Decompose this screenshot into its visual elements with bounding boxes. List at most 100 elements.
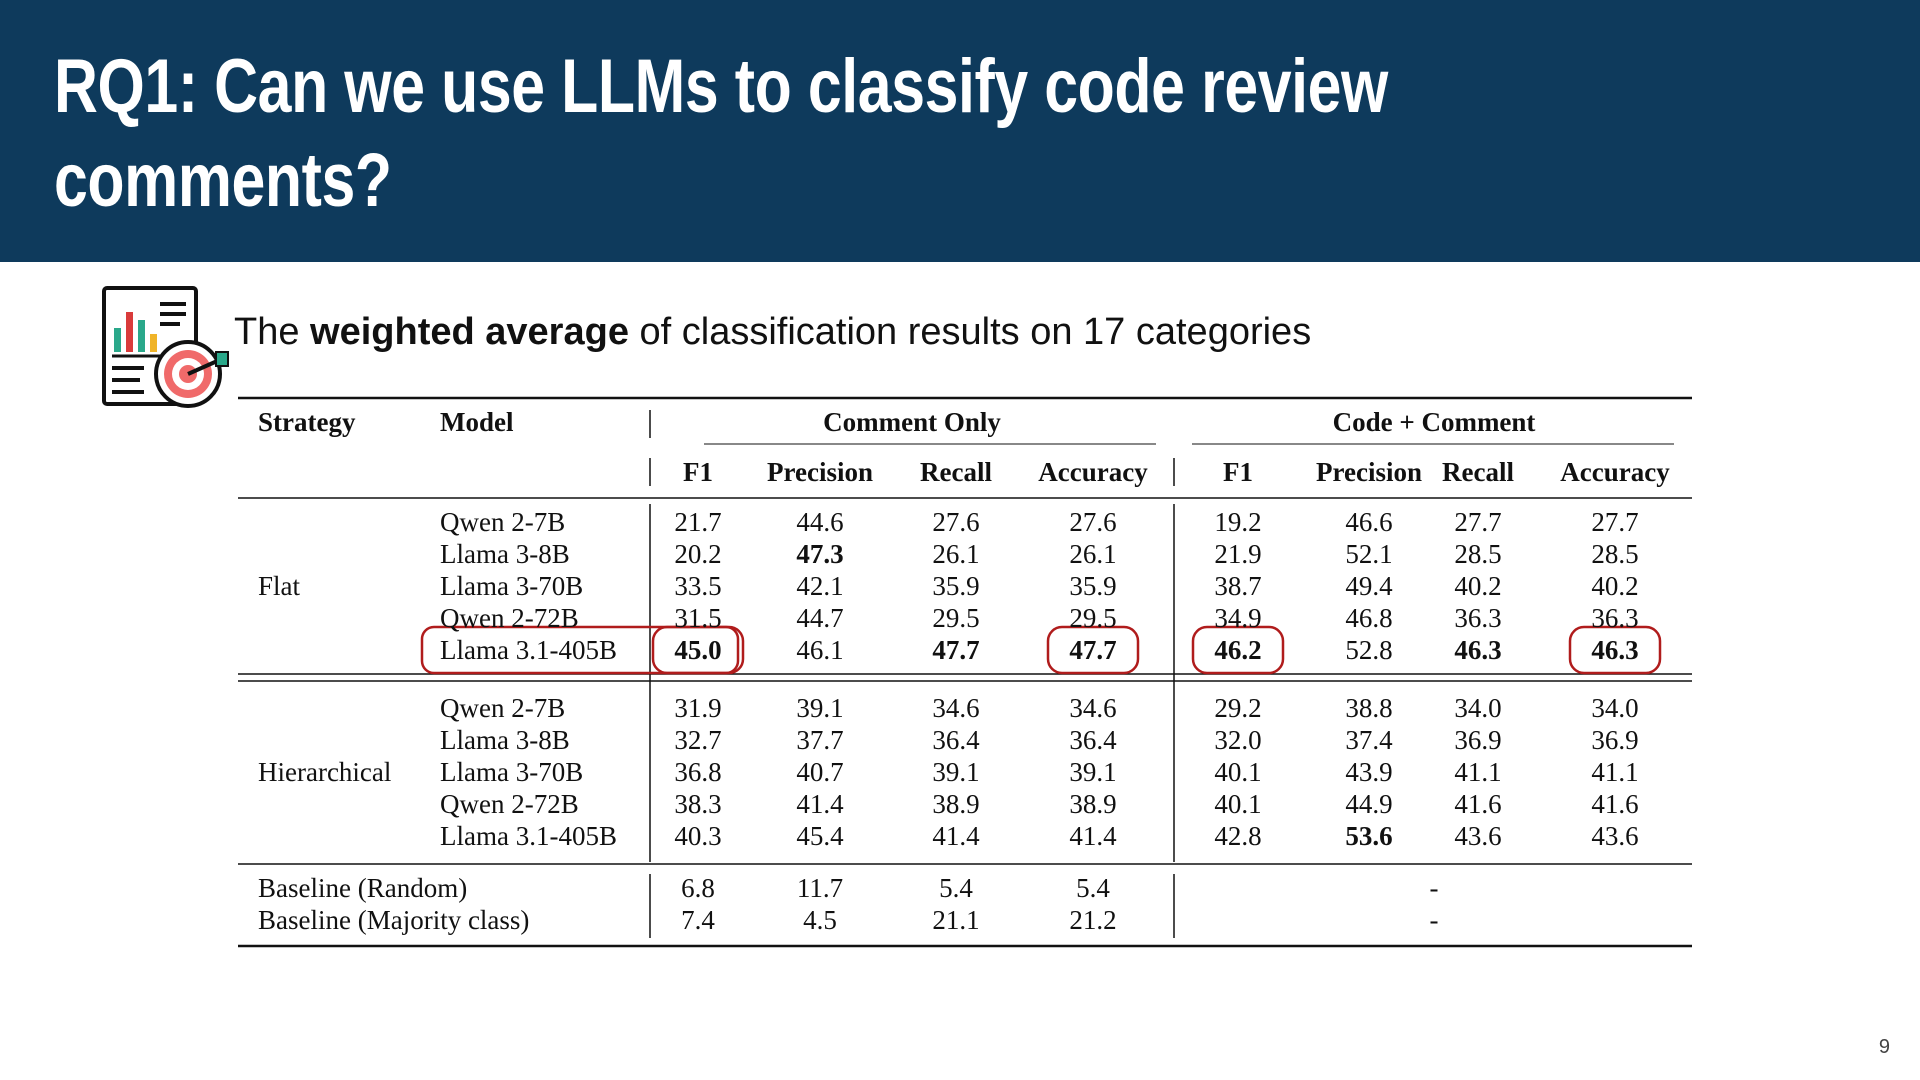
- slide-header: RQ1: Can we use LLMs to classify code re…: [0, 0, 1920, 262]
- table-cell: 31.5: [674, 603, 722, 633]
- baseline-code-comment: -: [1429, 873, 1439, 903]
- chart-target-icon: [100, 284, 232, 412]
- table-cell: 32.0: [1214, 725, 1262, 755]
- table-cell: 44.6: [796, 507, 844, 537]
- group-header-comment-only: Comment Only: [823, 407, 1001, 437]
- model-name: Llama 3-8B: [440, 539, 570, 569]
- table-cell: 38.9: [1069, 789, 1117, 819]
- highlight-ring: [1046, 625, 1140, 675]
- table-cell: 44.7: [796, 603, 844, 633]
- slide-subtitle: The weighted average of classification r…: [234, 311, 1311, 354]
- table-cell: 41.4: [1069, 821, 1117, 851]
- model-name: Qwen 2-72B: [440, 789, 579, 819]
- table-cell: 29.5: [1069, 603, 1117, 633]
- table-cell: 19.2: [1214, 507, 1262, 537]
- table-cell: 47.7: [932, 635, 980, 665]
- model-name: Qwen 2-7B: [440, 507, 566, 537]
- table-cell: 45.4: [796, 821, 844, 851]
- table-cell: 11.7: [796, 873, 844, 903]
- table-cell: 49.4: [1345, 571, 1393, 601]
- baseline-code-comment: -: [1429, 905, 1439, 935]
- table-cell: 36.8: [674, 757, 722, 787]
- table-cell: 40.7: [796, 757, 844, 787]
- strategy-label-hierarchical: Hierarchical: [258, 757, 392, 787]
- col-header-accuracy-code: Accuracy: [1560, 457, 1670, 487]
- table-cell: 34.0: [1454, 693, 1502, 723]
- table-cell: 7.4: [681, 905, 715, 935]
- table-cell: 39.1: [796, 693, 844, 723]
- table-cell: 26.1: [932, 539, 980, 569]
- table-cell: 38.7: [1214, 571, 1262, 601]
- table-cell: 46.2: [1214, 635, 1262, 665]
- table-cell: 29.5: [932, 603, 980, 633]
- table-cell: 46.6: [1345, 507, 1393, 537]
- table-cell: 40.2: [1454, 571, 1502, 601]
- table-cell: 32.7: [674, 725, 722, 755]
- table-cell: 45.0: [674, 635, 722, 665]
- table-cell: 40.3: [674, 821, 722, 851]
- table-cell: 43.6: [1454, 821, 1502, 851]
- table-cell: 47.7: [1069, 635, 1117, 665]
- table-cell: 39.1: [1069, 757, 1117, 787]
- col-header-precision-code: Precision: [1316, 457, 1422, 487]
- table-cell: 43.6: [1591, 821, 1639, 851]
- table-cell: 42.1: [796, 571, 844, 601]
- table-cell: 41.1: [1454, 757, 1502, 787]
- table-cell: 34.6: [932, 693, 980, 723]
- table-cell: 53.6: [1345, 821, 1393, 851]
- results-table: Strategy Model Comment Only Code + Comment F…: [236, 396, 1696, 952]
- group-header-code-comment: Code + Comment: [1332, 407, 1536, 437]
- col-header-recall-comment: Recall: [920, 457, 992, 487]
- highlight-ring-best-model: [420, 625, 740, 675]
- model-name: Llama 3.1-405B: [440, 635, 617, 665]
- table-cell: 46.3: [1591, 635, 1639, 665]
- table-cell: 46.8: [1345, 603, 1393, 633]
- table-cell: 6.8: [681, 873, 715, 903]
- col-header-model: Model: [440, 407, 514, 437]
- table-cell: 46.1: [796, 635, 844, 665]
- highlight-ring: [1568, 625, 1662, 675]
- table-cell: 21.2: [1069, 905, 1117, 935]
- table-cell: 37.4: [1345, 725, 1393, 755]
- model-name: Qwen 2-7B: [440, 693, 566, 723]
- model-name: Qwen 2-72B: [440, 603, 579, 633]
- table-cell: 35.9: [1069, 571, 1117, 601]
- col-header-f1-code: F1: [1223, 457, 1253, 487]
- table-cell: 36.4: [1069, 725, 1117, 755]
- table-cell: 28.5: [1591, 539, 1639, 569]
- table-cell: 41.6: [1591, 789, 1639, 819]
- model-name: Llama 3.1-405B: [440, 821, 617, 851]
- highlight-ring: [1191, 625, 1285, 675]
- slide-title: RQ1: Can we use LLMs to classify code re…: [54, 44, 1388, 223]
- table-cell: 27.7: [1454, 507, 1502, 537]
- col-header-recall-code: Recall: [1442, 457, 1514, 487]
- table-cell: 36.9: [1591, 725, 1639, 755]
- strategy-label-flat: Flat: [258, 571, 301, 601]
- page-number: 9: [1878, 1036, 1890, 1058]
- table-cell: 26.1: [1069, 539, 1117, 569]
- table-cell: 44.9: [1345, 789, 1393, 819]
- table-cell: 27.6: [1069, 507, 1117, 537]
- table-cell: 35.9: [932, 571, 980, 601]
- table-cell: 28.5: [1454, 539, 1502, 569]
- table-cell: 21.7: [674, 507, 722, 537]
- table-cell: 52.1: [1345, 539, 1393, 569]
- baseline-label: Baseline (Random): [258, 873, 468, 903]
- table-cell: 40.1: [1214, 789, 1262, 819]
- model-name: Llama 3-8B: [440, 725, 570, 755]
- table-cell: 38.3: [674, 789, 722, 819]
- table-cell: 27.6: [932, 507, 980, 537]
- col-header-accuracy-comment: Accuracy: [1038, 457, 1148, 487]
- table-cell: 20.2: [674, 539, 722, 569]
- table-cell: 5.4: [1076, 873, 1110, 903]
- table-cell: 21.1: [932, 905, 980, 935]
- table-cell: 33.5: [674, 571, 722, 601]
- table-cell: 41.4: [796, 789, 844, 819]
- table-cell: 27.7: [1591, 507, 1639, 537]
- table-cell: 21.9: [1214, 539, 1262, 569]
- table-cell: 38.8: [1345, 693, 1393, 723]
- table-cell: 38.9: [932, 789, 980, 819]
- table-cell: 36.3: [1454, 603, 1502, 633]
- table-cell: 40.1: [1214, 757, 1262, 787]
- subtitle-suffix: of classification results on 17 categori…: [628, 311, 1312, 353]
